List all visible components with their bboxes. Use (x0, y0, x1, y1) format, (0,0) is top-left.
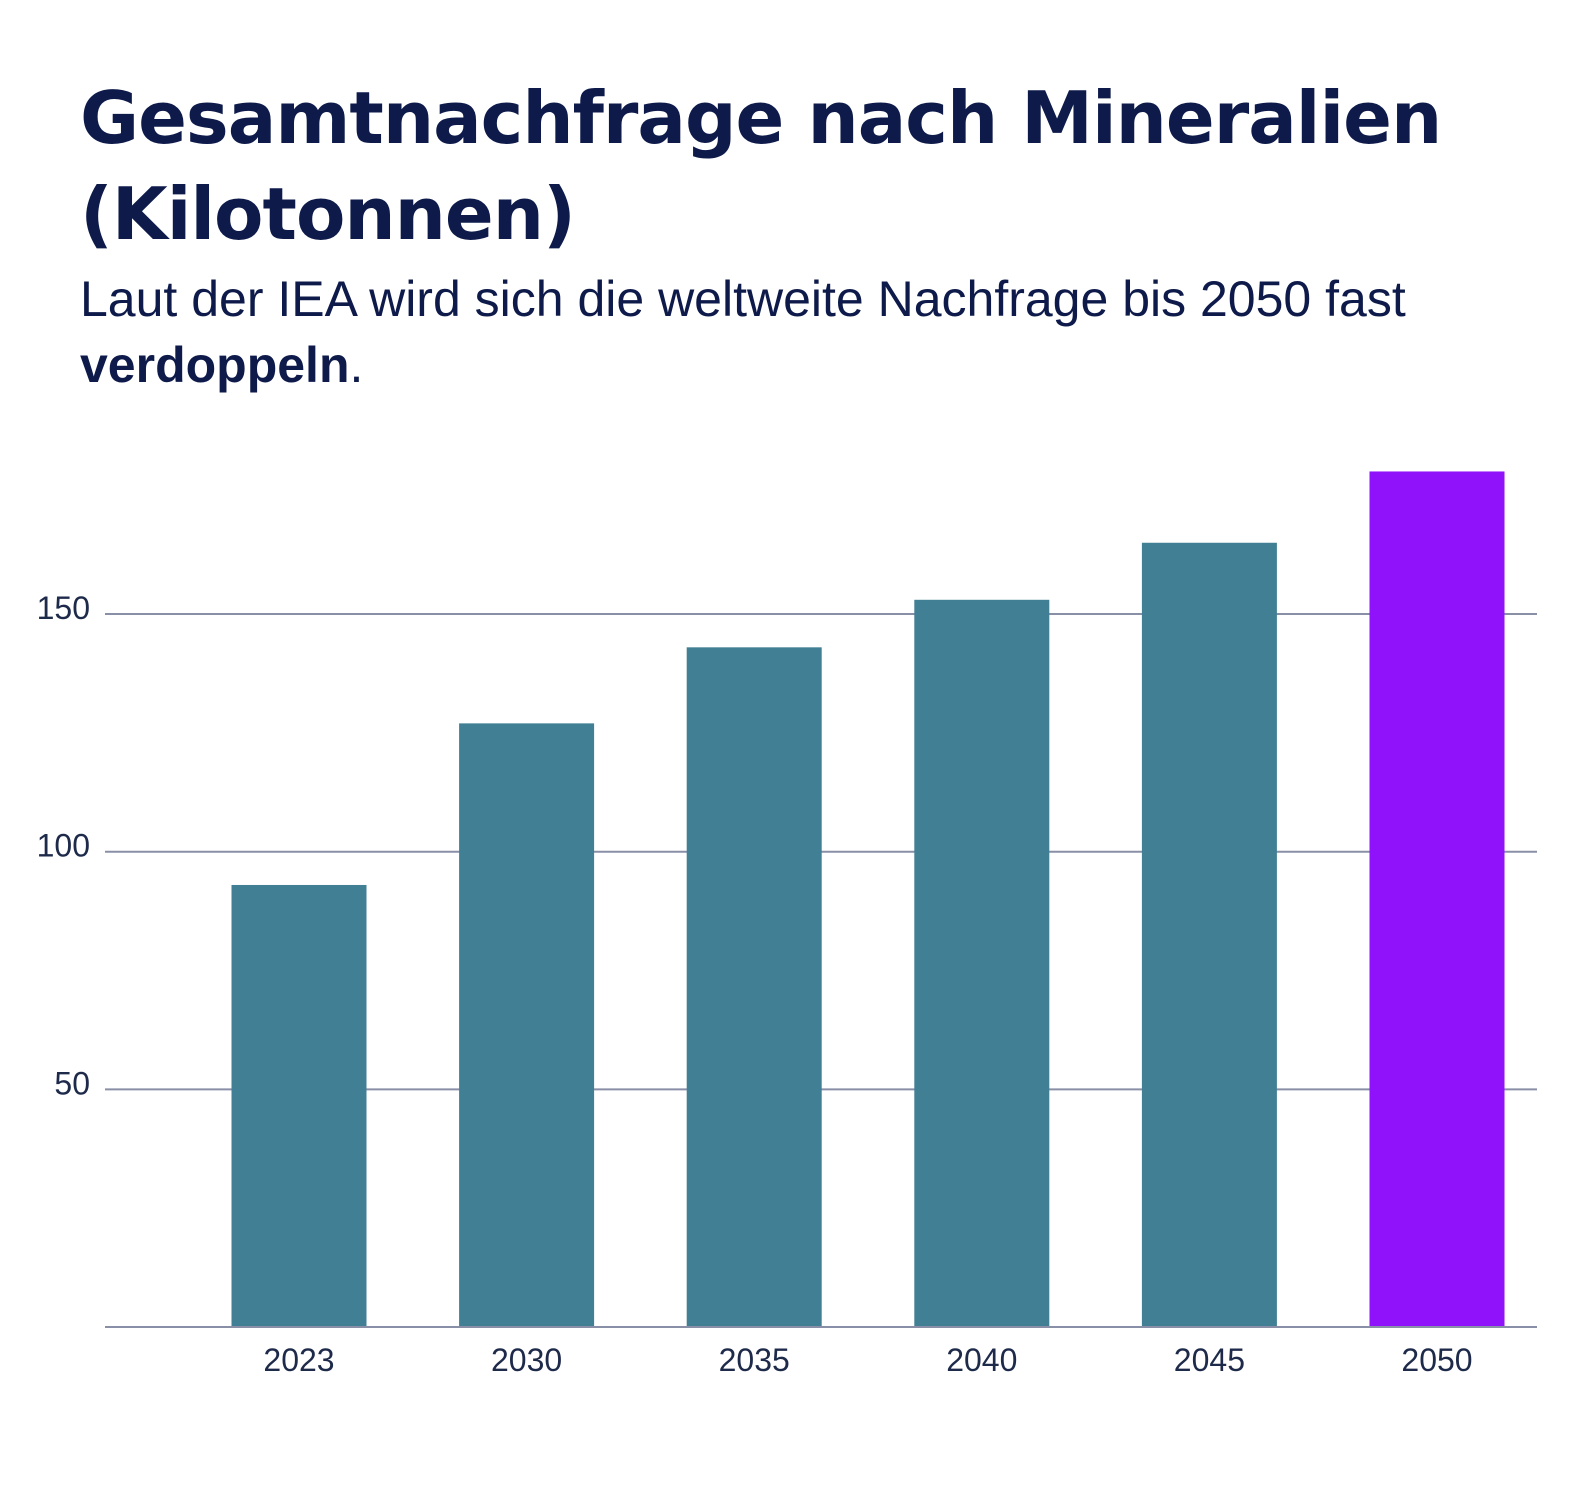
bar-2050 (1369, 471, 1505, 1328)
bar-2023 (231, 884, 367, 1327)
bar-2040 (914, 599, 1050, 1327)
bar-2030 (459, 723, 595, 1327)
chart-subtitle: Laut der IEA wird sich die weltweite Nac… (80, 266, 1500, 398)
subtitle-text: Laut der IEA wird sich die weltweite Nac… (80, 271, 1406, 327)
y-tick-label-150: 150 (37, 590, 90, 626)
subtitle-suffix: . (349, 337, 364, 393)
y-tick-label-100: 100 (37, 828, 90, 864)
y-tick-label-50: 50 (54, 1065, 90, 1101)
bar-2035 (686, 647, 822, 1327)
x-tick-label-2023: 2023 (263, 1342, 334, 1378)
x-tick-label-2035: 2035 (719, 1342, 790, 1378)
chart-title: Gesamtnachfrage nach Mineralien (Kiloton… (80, 76, 1442, 256)
axes: 50 100 150 2023 2030 2035 2040 2045 2050 (37, 590, 1537, 1378)
x-tick-label-2040: 2040 (946, 1342, 1017, 1378)
x-tick-label-2050: 2050 (1401, 1342, 1472, 1378)
bars (231, 471, 1505, 1328)
bar-2045 (1141, 542, 1277, 1327)
subtitle-emphasis: verdoppeln (80, 337, 350, 393)
x-tick-label-2045: 2045 (1174, 1342, 1245, 1378)
x-tick-label-2030: 2030 (491, 1342, 562, 1378)
